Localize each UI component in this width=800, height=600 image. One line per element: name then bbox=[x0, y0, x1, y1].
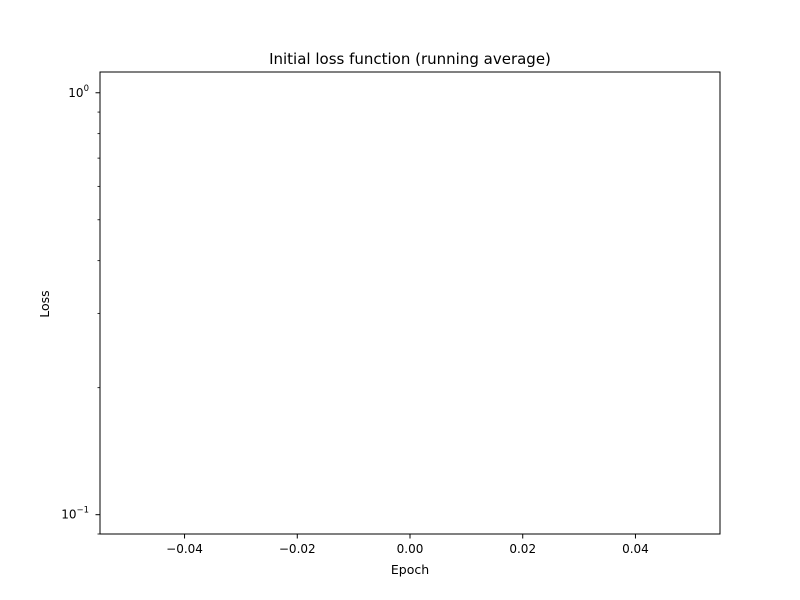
plot-area bbox=[100, 72, 720, 534]
x-tick-label: 0.00 bbox=[397, 542, 424, 556]
x-tick-label: 0.04 bbox=[622, 542, 649, 556]
x-tick-label: 0.02 bbox=[509, 542, 536, 556]
chart-title: Initial loss function (running average) bbox=[269, 50, 551, 68]
y-axis: 100 10−1 bbox=[61, 84, 100, 535]
x-axis-label: Epoch bbox=[391, 562, 429, 577]
x-tick-label: −0.02 bbox=[279, 542, 316, 556]
x-tick-label: −0.04 bbox=[166, 542, 203, 556]
y-tick-label: 10−1 bbox=[61, 506, 89, 522]
plot-background bbox=[100, 72, 720, 534]
plot-frame bbox=[99, 71, 721, 535]
x-axis: −0.04 −0.02 0.00 0.02 0.04 bbox=[166, 534, 649, 556]
y-axis-label: Loss bbox=[37, 290, 52, 317]
y-tick-label: 100 bbox=[68, 84, 89, 100]
